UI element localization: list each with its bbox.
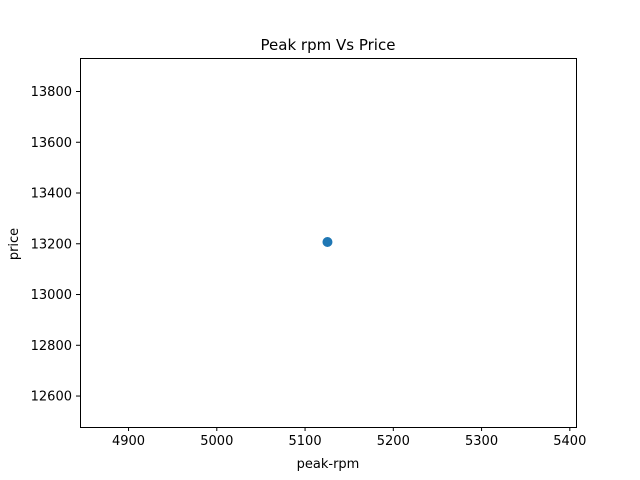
y-axis-label: price xyxy=(7,228,22,260)
y-tick-label: 13200 xyxy=(31,237,72,252)
x-axis-label: peak-rpm xyxy=(297,457,360,472)
chart-title: Peak rpm Vs Price xyxy=(261,36,396,54)
x-axis-ticks: 4900 5000 5100 5200 5300 5400 xyxy=(112,427,586,449)
y-tick-label: 13000 xyxy=(31,288,72,303)
x-tick-label: 4900 xyxy=(112,434,145,449)
y-tick-label: 13600 xyxy=(31,136,72,151)
data-point xyxy=(322,236,333,247)
x-tick-label: 5400 xyxy=(553,434,586,449)
x-tick-label: 5300 xyxy=(465,434,498,449)
y-tick-label: 12800 xyxy=(31,339,72,354)
x-tick-label: 5200 xyxy=(377,434,410,449)
y-tick-label: 13400 xyxy=(31,187,72,202)
plot-frame xyxy=(80,58,577,428)
y-axis-ticks: 12600 12800 13000 13200 13400 13600 13800 xyxy=(31,85,80,405)
x-tick-label: 5000 xyxy=(200,434,233,449)
x-tick-label: 5100 xyxy=(289,434,322,449)
y-tick-label: 12600 xyxy=(31,390,72,405)
y-tick-label: 13800 xyxy=(31,85,72,100)
data-points xyxy=(322,236,333,247)
